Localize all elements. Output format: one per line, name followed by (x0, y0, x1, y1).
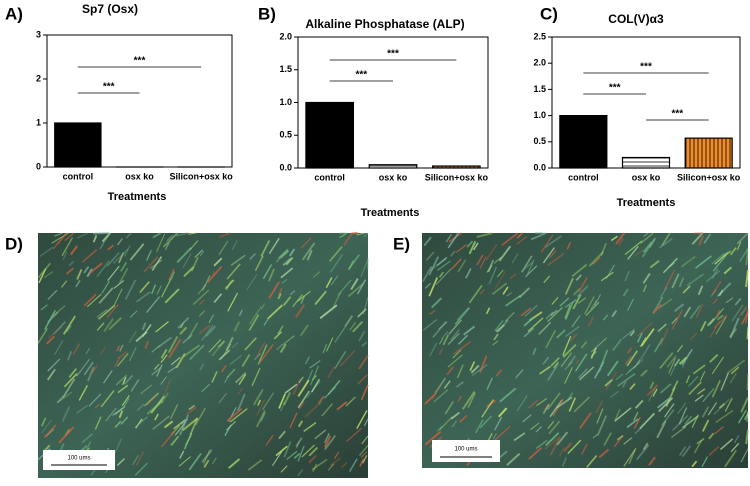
y-tick-label: 0.0 (279, 162, 292, 172)
significance-label: *** (609, 83, 621, 94)
y-tick-label: 2.0 (533, 58, 546, 68)
y-tick-label: 0.0 (533, 162, 546, 172)
x-axis-label: Treatments (108, 191, 167, 203)
y-tick-label: 0 (36, 161, 41, 171)
panel-label: E) (393, 234, 410, 253)
bar (685, 138, 732, 168)
x-tick-label: osx ko (379, 172, 408, 182)
y-tick-label: 2.5 (533, 31, 546, 41)
y-tick-label: 1.0 (279, 97, 292, 107)
chart-panel: C) COL(V)α3 Treatments 0.0 0.5 1.0 1.5 2.0 2.5 co… (533, 4, 740, 208)
chart-title: COL(V)α3 (608, 12, 664, 26)
chart-title: Alkaline Phosphatase (ALP) (305, 17, 464, 31)
x-axis-label: Treatments (617, 197, 676, 209)
x-tick-label: control (568, 172, 599, 182)
panel-label: D) (5, 234, 23, 253)
x-tick-label: Silicon+osx ko (170, 171, 234, 181)
chart-panel: B) Alkaline Phosphatase (ALP) Treatments 0.… (258, 4, 488, 218)
x-axis-label: Treatments (361, 207, 420, 219)
x-tick-label: Silicon+osx ko (677, 172, 741, 182)
significance-label: *** (671, 109, 683, 120)
fiber (93, 233, 109, 234)
significance-label: *** (640, 62, 652, 73)
scale-bar-label: 100 ums (454, 447, 477, 453)
y-tick-label: 1.0 (533, 110, 546, 120)
x-tick-label: Silicon+osx ko (425, 172, 489, 182)
y-tick-label: 2 (36, 73, 41, 83)
bar (55, 123, 101, 167)
y-tick-label: 3 (36, 29, 41, 39)
y-tick-label: 1.5 (279, 64, 292, 74)
bar (306, 103, 354, 169)
micrograph: D) 100 ums (5, 233, 368, 478)
y-tick-label: 1 (36, 117, 41, 127)
x-tick-label: control (314, 172, 345, 182)
y-tick-label: 2.0 (279, 31, 292, 41)
panel-label: A) (5, 4, 23, 23)
micrograph: E) 100 ums (393, 233, 748, 468)
micrograph-background (38, 233, 368, 478)
x-tick-label: control (63, 171, 94, 181)
y-tick-label: 0.5 (279, 130, 292, 140)
significance-label: *** (134, 56, 146, 67)
chart-title: Sp7 (Osx) (82, 2, 138, 16)
scale-bar-label: 100 ums (67, 456, 90, 462)
significance-label: *** (103, 82, 115, 93)
significance-label: *** (355, 70, 367, 81)
x-tick-label: osx ko (632, 172, 661, 182)
significance-label: *** (387, 49, 399, 60)
fiber (747, 374, 748, 390)
panel-label: C) (540, 4, 558, 23)
chart-panel: A) Sp7 (Osx) Treatments 0 1 2 3 control osx ko Si… (5, 2, 233, 203)
bar (560, 116, 607, 168)
x-tick-label: osx ko (125, 171, 154, 181)
micrograph-background (422, 233, 748, 468)
y-tick-label: 0.5 (533, 136, 546, 146)
bar (623, 158, 670, 168)
panel-label: B) (258, 4, 276, 23)
y-tick-label: 1.5 (533, 84, 546, 94)
